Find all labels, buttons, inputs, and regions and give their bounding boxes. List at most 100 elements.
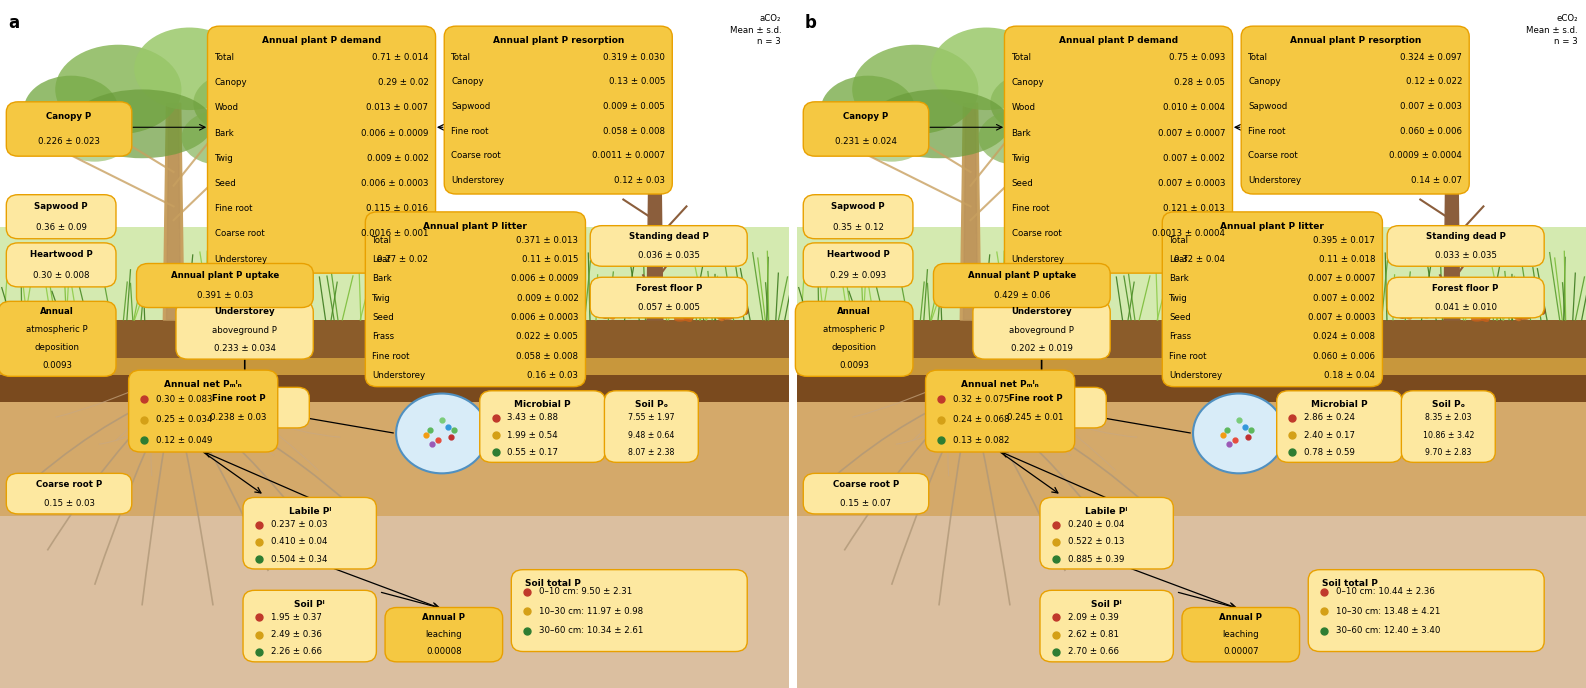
Text: 30–60 cm: 12.40 ± 3.40: 30–60 cm: 12.40 ± 3.40 bbox=[1335, 626, 1440, 635]
Text: Annual P: Annual P bbox=[422, 613, 465, 622]
Text: 10.86 ± 3.42: 10.86 ± 3.42 bbox=[1423, 431, 1473, 440]
Text: 0.429 ± 0.06: 0.429 ± 0.06 bbox=[994, 291, 1050, 301]
Text: Annual plant P demand: Annual plant P demand bbox=[1059, 36, 1178, 45]
Bar bbox=[796, 516, 1586, 688]
Ellipse shape bbox=[71, 89, 213, 158]
Text: 0.36 ± 0.09: 0.36 ± 0.09 bbox=[36, 222, 87, 232]
Text: Soil Pᴵ: Soil Pᴵ bbox=[295, 600, 325, 609]
Ellipse shape bbox=[1354, 302, 1378, 314]
Ellipse shape bbox=[181, 110, 260, 165]
FancyBboxPatch shape bbox=[1004, 26, 1232, 273]
Text: Bark: Bark bbox=[1169, 275, 1190, 283]
FancyBboxPatch shape bbox=[6, 195, 116, 239]
Text: 2.09 ± 0.39: 2.09 ± 0.39 bbox=[1067, 613, 1118, 622]
Text: 1.99 ± 0.54: 1.99 ± 0.54 bbox=[508, 431, 558, 440]
Ellipse shape bbox=[1513, 307, 1523, 321]
Ellipse shape bbox=[504, 306, 520, 326]
Text: Annual: Annual bbox=[837, 308, 871, 316]
Text: 0.00007: 0.00007 bbox=[1223, 647, 1259, 656]
Ellipse shape bbox=[1502, 308, 1530, 320]
FancyBboxPatch shape bbox=[1040, 497, 1174, 569]
Ellipse shape bbox=[1299, 299, 1310, 324]
Text: Wood: Wood bbox=[214, 103, 238, 112]
Text: Annual plant P litter: Annual plant P litter bbox=[1220, 222, 1324, 231]
Text: 0.245 ± 0.01: 0.245 ± 0.01 bbox=[1007, 413, 1064, 422]
Text: 3.43 ± 0.88: 3.43 ± 0.88 bbox=[508, 413, 558, 422]
Text: aboveground P: aboveground P bbox=[213, 325, 278, 335]
Ellipse shape bbox=[1475, 301, 1491, 322]
Ellipse shape bbox=[56, 45, 181, 134]
Bar bbox=[0, 358, 790, 375]
Text: 2.26 ± 0.66: 2.26 ± 0.66 bbox=[271, 647, 322, 656]
Text: Coarse root P: Coarse root P bbox=[36, 480, 102, 488]
Text: Heartwood P: Heartwood P bbox=[30, 250, 92, 259]
Ellipse shape bbox=[607, 299, 633, 319]
Text: 0.71 ± 0.014: 0.71 ± 0.014 bbox=[373, 53, 428, 62]
Text: Fine root: Fine root bbox=[214, 204, 252, 213]
Text: Canopy: Canopy bbox=[214, 78, 247, 87]
Ellipse shape bbox=[558, 302, 582, 314]
Text: 0.395 ± 0.017: 0.395 ± 0.017 bbox=[1313, 236, 1375, 245]
Text: b: b bbox=[804, 14, 817, 32]
FancyBboxPatch shape bbox=[208, 26, 436, 273]
Text: 0.233 ± 0.034: 0.233 ± 0.034 bbox=[214, 344, 276, 353]
Text: leaching: leaching bbox=[425, 630, 462, 639]
FancyBboxPatch shape bbox=[1308, 570, 1545, 652]
Text: Fine root: Fine root bbox=[452, 127, 488, 136]
Text: Sapwood P: Sapwood P bbox=[831, 202, 885, 211]
Text: Coarse root: Coarse root bbox=[1012, 229, 1061, 239]
Text: 0.058 ± 0.008: 0.058 ± 0.008 bbox=[517, 352, 579, 361]
Text: 0.15 ± 0.07: 0.15 ± 0.07 bbox=[841, 499, 891, 508]
FancyBboxPatch shape bbox=[1182, 608, 1299, 662]
Text: 0.0011 ± 0.0007: 0.0011 ± 0.0007 bbox=[592, 151, 665, 160]
Text: deposition: deposition bbox=[35, 343, 79, 352]
Text: Sapwood: Sapwood bbox=[1248, 102, 1288, 111]
Text: 0.00008: 0.00008 bbox=[427, 647, 462, 656]
Bar bbox=[796, 358, 1586, 375]
Text: 0.0093: 0.0093 bbox=[839, 361, 869, 370]
FancyBboxPatch shape bbox=[6, 473, 132, 514]
Text: Seed: Seed bbox=[214, 179, 236, 188]
Text: 0.504 ± 0.34: 0.504 ± 0.34 bbox=[271, 555, 327, 563]
Text: 0.371 ± 0.013: 0.371 ± 0.013 bbox=[517, 236, 579, 245]
Text: 0.006 ± 0.0003: 0.006 ± 0.0003 bbox=[511, 313, 579, 322]
Bar bbox=[0, 227, 790, 320]
Ellipse shape bbox=[1397, 299, 1413, 320]
Text: 0.0016 ± 0.001: 0.0016 ± 0.001 bbox=[362, 229, 428, 239]
Ellipse shape bbox=[623, 308, 646, 316]
Text: Annual plant P uptake: Annual plant P uptake bbox=[171, 270, 279, 280]
FancyBboxPatch shape bbox=[803, 473, 929, 514]
Text: atmospheric P: atmospheric P bbox=[823, 325, 885, 334]
Text: 0.202 ± 0.019: 0.202 ± 0.019 bbox=[1010, 344, 1072, 353]
Ellipse shape bbox=[527, 298, 546, 314]
Text: Seed: Seed bbox=[1169, 313, 1191, 322]
Text: Annual plant P resorption: Annual plant P resorption bbox=[1289, 36, 1421, 45]
Text: 0.022 ± 0.005: 0.022 ± 0.005 bbox=[517, 332, 579, 341]
Polygon shape bbox=[963, 103, 977, 320]
Text: 30–60 cm: 10.34 ± 2.61: 30–60 cm: 10.34 ± 2.61 bbox=[539, 626, 644, 635]
Circle shape bbox=[396, 394, 487, 473]
Text: 0.12 ± 0.03: 0.12 ± 0.03 bbox=[614, 176, 665, 185]
Bar bbox=[0, 516, 790, 688]
Text: 0.007 ± 0.002: 0.007 ± 0.002 bbox=[1164, 153, 1226, 163]
FancyBboxPatch shape bbox=[795, 301, 914, 376]
Text: 0.007 ± 0.0007: 0.007 ± 0.0007 bbox=[1158, 129, 1226, 138]
Bar bbox=[796, 375, 1586, 402]
Text: 0.11 ± 0.015: 0.11 ± 0.015 bbox=[522, 255, 579, 264]
Text: 0.11 ± 0.018: 0.11 ± 0.018 bbox=[1320, 255, 1375, 264]
Text: 0.006 ± 0.0009: 0.006 ± 0.0009 bbox=[511, 275, 579, 283]
Text: 0.27 ± 0.02: 0.27 ± 0.02 bbox=[377, 255, 428, 264]
Text: 0.18 ± 0.04: 0.18 ± 0.04 bbox=[1324, 371, 1375, 380]
Text: 0.24 ± 0.068: 0.24 ± 0.068 bbox=[953, 415, 1010, 424]
Polygon shape bbox=[167, 103, 181, 320]
Text: 9.48 ± 0.64: 9.48 ± 0.64 bbox=[628, 431, 674, 440]
Text: 0.007 ± 0.0007: 0.007 ± 0.0007 bbox=[1308, 275, 1375, 283]
Text: 2.86 ± 0.24: 2.86 ± 0.24 bbox=[1304, 413, 1356, 422]
Text: Total: Total bbox=[1012, 53, 1031, 62]
Text: 0.007 ± 0.003: 0.007 ± 0.003 bbox=[1400, 102, 1462, 111]
Text: Understorey: Understorey bbox=[1012, 255, 1064, 264]
FancyBboxPatch shape bbox=[964, 387, 1107, 428]
Ellipse shape bbox=[1530, 300, 1546, 315]
FancyBboxPatch shape bbox=[385, 608, 503, 662]
Ellipse shape bbox=[717, 307, 726, 321]
